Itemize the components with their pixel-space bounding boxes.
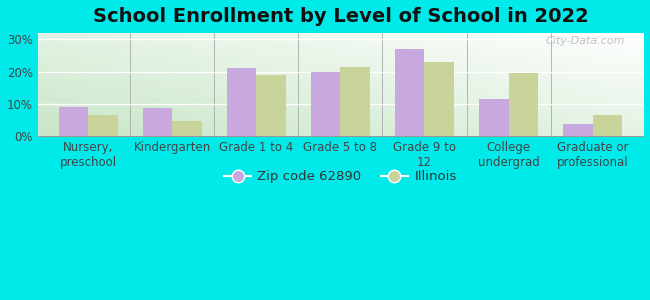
Bar — [256, 75, 286, 136]
Bar — [479, 99, 508, 136]
Bar — [508, 73, 538, 136]
Bar — [172, 121, 202, 136]
Bar — [593, 115, 622, 136]
Bar — [58, 107, 88, 136]
Bar — [143, 108, 172, 136]
Bar — [424, 62, 454, 136]
Bar — [395, 49, 424, 136]
Legend: Zip code 62890, Illinois: Zip code 62890, Illinois — [219, 165, 462, 189]
Bar — [311, 71, 341, 136]
Text: City-Data.com: City-Data.com — [545, 36, 625, 46]
Title: School Enrollment by Level of School in 2022: School Enrollment by Level of School in … — [92, 7, 588, 26]
Bar — [227, 68, 256, 136]
Bar — [341, 67, 370, 136]
Bar — [88, 115, 118, 136]
Bar — [563, 124, 593, 136]
